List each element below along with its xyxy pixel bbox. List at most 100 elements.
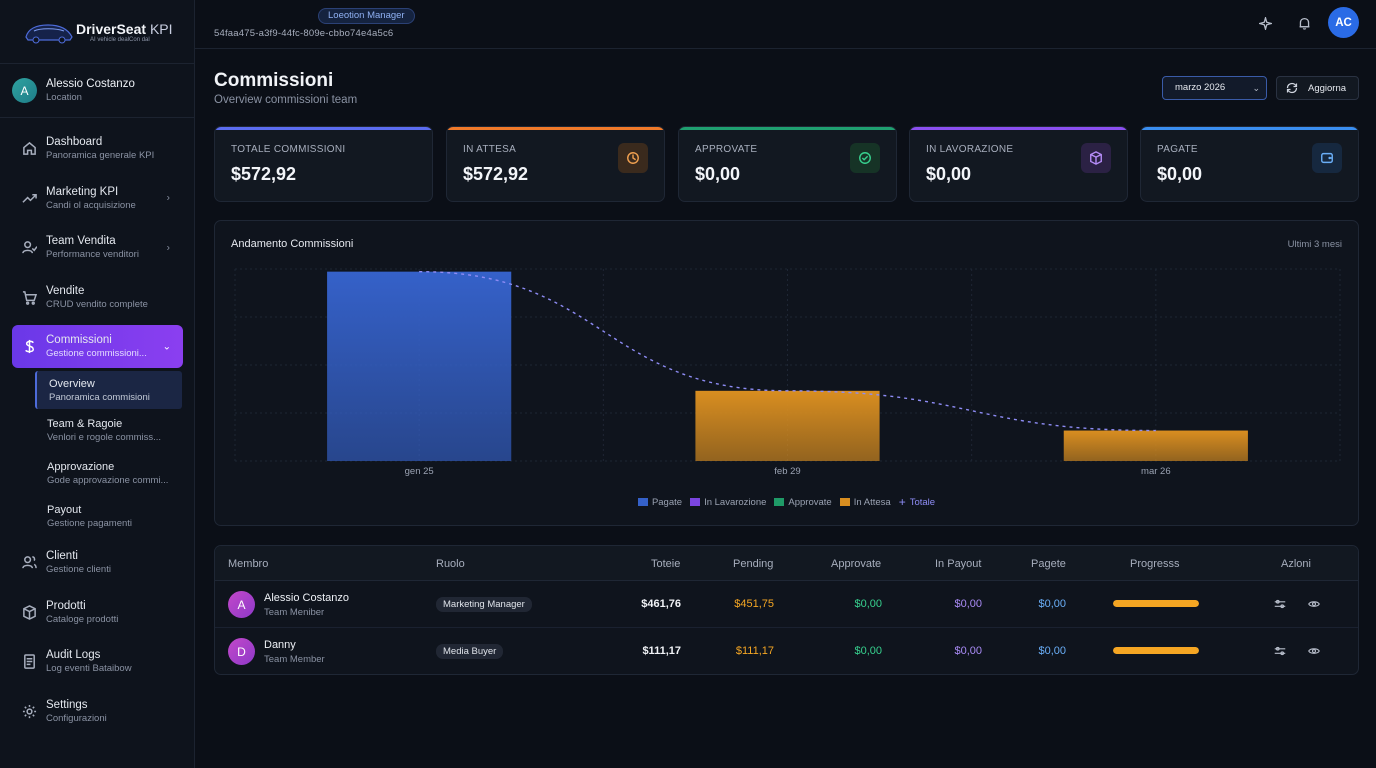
kpi-card-value: $0,00 <box>1157 164 1203 184</box>
legend-swatch <box>774 498 785 506</box>
sidebar-item-sub: Candi ol acquisizione <box>46 199 136 211</box>
month-select[interactable]: marzo 2026 ⌄ <box>1162 76 1267 100</box>
sidebar-item-audit-logs[interactable]: Audit Logs Log eventi Bataibow <box>0 637 182 687</box>
card-accent-bar <box>215 127 432 130</box>
member-name: Alessio Costanzo <box>264 592 349 604</box>
th-progresso: Progresss <box>1130 558 1180 570</box>
kpi-card-in-lavorazione: IN LAVORAZIONE $0,00 <box>909 126 1128 202</box>
th-in-payout: In Payout <box>935 558 982 570</box>
legend-swatch <box>690 498 701 506</box>
eye-icon[interactable] <box>1307 644 1321 658</box>
user-profile[interactable]: A Alessio Costanzo Location <box>0 64 194 118</box>
sidebar-item-sub: Panoramica generale KPI <box>46 150 155 162</box>
progress-bar <box>1113 600 1199 607</box>
sidebar-item-clienti[interactable]: Clienti Gestione clienti <box>0 538 182 588</box>
x-tick-label: mar 26 <box>1141 466 1171 477</box>
sidebar-nav: Dashboard Panoramica generale KPI Marketi… <box>0 118 194 736</box>
bell-icon[interactable] <box>1295 14 1313 32</box>
chevron-right-icon: › <box>166 192 170 204</box>
kpi-card-approvate: APPROVATE $0,00 <box>678 126 897 202</box>
cell-approved: $0,00 <box>854 598 882 610</box>
sidebar-item-label: Marketing KPI <box>46 185 119 198</box>
card-accent-bar <box>1141 127 1358 130</box>
log-icon <box>21 654 37 670</box>
kpi-card-value: $572,92 <box>463 164 529 184</box>
cell-total: $111,17 <box>642 645 681 657</box>
cart-icon <box>21 289 37 305</box>
topbar: Loeotion Manager 54faa475-a3f9-44fc-809e… <box>195 0 1376 49</box>
th-azioni: Azloni <box>1281 558 1311 570</box>
sidebar-item-label: Clienti <box>46 550 78 563</box>
cell-approved: $0,00 <box>854 645 882 657</box>
chart-title: Andamento Commissioni <box>231 238 354 250</box>
adjust-icon[interactable] <box>1273 644 1287 658</box>
eye-icon[interactable] <box>1307 597 1321 611</box>
th-ruolo: Ruolo <box>436 558 465 570</box>
member-avatar: D <box>228 638 255 665</box>
wallet-icon <box>1312 143 1342 173</box>
table-row[interactable]: D Danny Team Member Media Buyer $111,17 … <box>215 628 1358 674</box>
subnav-item-payout[interactable]: Payout Gestione pagamenti <box>35 495 182 538</box>
sidebar-item-sub: Log eventi Bataibow <box>46 663 132 675</box>
member-name: Danny <box>264 639 296 651</box>
sidebar-item-prodotti[interactable]: Prodotti Cataloge prodotti <box>0 588 182 638</box>
chart-panel: gen 25 feb 29 mar 26 Andamento Commissioni… <box>214 220 1359 526</box>
table-row[interactable]: A Alessio Costanzo Team Meniber Marketin… <box>215 581 1358 628</box>
subnav-item-team-regole[interactable]: Team & Ragoie Venlori e rogole commiss..… <box>35 409 182 452</box>
sparkle-icon[interactable] <box>1256 14 1274 32</box>
member-role: Team Member <box>264 654 325 665</box>
line-totale <box>419 270 1156 432</box>
chevron-down-icon: ⌄ <box>162 341 171 352</box>
progress-fill <box>1113 600 1199 607</box>
sidebar-item-settings[interactable]: Settings Configurazioni <box>0 687 182 737</box>
kpi-card-label: IN ATTESA <box>463 144 517 155</box>
box-icon <box>21 604 37 620</box>
legend-item[interactable]: Pagate <box>637 495 682 509</box>
user-avatar: A <box>12 78 37 103</box>
sidebar-item-marketing-kpi[interactable]: Marketing KPI Candi ol acquisizione › <box>0 174 182 224</box>
th-approvate: Approvate <box>831 558 882 570</box>
chart-range: Ultimi 3 mesi <box>1287 239 1342 250</box>
package-icon <box>1081 143 1111 173</box>
legend-item[interactable]: + Totale <box>899 495 935 509</box>
legend-item[interactable]: In Lavarozione <box>690 495 766 509</box>
cell-payout: $0,00 <box>954 598 982 610</box>
kpi-card-label: IN LAVORAZIONE <box>926 144 1014 155</box>
brand-title: DriverSeat <box>76 20 147 37</box>
kpi-card-label: TOTALE COMMISSIONI <box>231 144 346 155</box>
kpi-card-value: $572,92 <box>231 164 297 184</box>
legend-item[interactable]: Approvate <box>774 495 832 509</box>
subnav-item-overview[interactable]: Overview Panoramica commisioni <box>35 371 182 409</box>
cell-pending: $451,75 <box>734 598 774 610</box>
refresh-button[interactable]: Aggiorna <box>1276 76 1359 100</box>
sidebar-item-dashboard[interactable]: Dashboard Panoramica generale KPI <box>0 124 182 174</box>
dollar-icon <box>21 339 37 355</box>
sidebar-item-sub: Configurazioni <box>46 712 107 724</box>
sidebar-item-vendite[interactable]: Vendite CRUD vendito complete <box>0 273 182 323</box>
sidebar-item-label: Settings <box>46 698 88 711</box>
page-title: Commissioni <box>214 70 334 91</box>
adjust-icon[interactable] <box>1273 597 1287 611</box>
sidebar-item-commissioni[interactable]: Commissioni Gestione commissioni... ⌄ <box>12 325 183 368</box>
legend-swatch <box>637 498 648 506</box>
user-avatar-button[interactable]: AC <box>1328 7 1359 38</box>
page-subtitle: Overview commissioni team <box>214 94 358 106</box>
th-membro: Membro <box>228 558 269 570</box>
sidebar-item-sub: Gestione commissioni... <box>46 348 147 359</box>
brand[interactable]: DriverSeat KPI AI vehicle dealCon dal <box>0 0 194 64</box>
x-tick-label: gen 25 <box>405 466 434 477</box>
sidebar-item-team-vendita[interactable]: Team Vendita Performance venditori › <box>0 223 182 273</box>
card-accent-bar <box>910 127 1127 130</box>
users-icon <box>21 240 37 256</box>
subnav-item-approvazione[interactable]: Approvazione Gode approvazione commi... <box>35 452 182 495</box>
legend-label: Totale <box>909 496 936 508</box>
legend-label: In Attesa <box>853 496 891 508</box>
subnav-item-label: Approvazione <box>47 461 115 473</box>
legend-item[interactable]: In Attesa <box>839 495 891 509</box>
month-select-value: marzo 2026 <box>1175 82 1226 93</box>
subnav-item-sub: Panoramica commisioni <box>49 391 150 403</box>
kpi-card-label: APPROVATE <box>695 144 758 155</box>
bar-in-attesa <box>1063 430 1248 461</box>
location-id: 54faa475-a3f9-44fc-809e-cbbo74e4a5c6 <box>214 28 394 39</box>
sidebar-item-sub: CRUD vendito complete <box>46 298 148 310</box>
